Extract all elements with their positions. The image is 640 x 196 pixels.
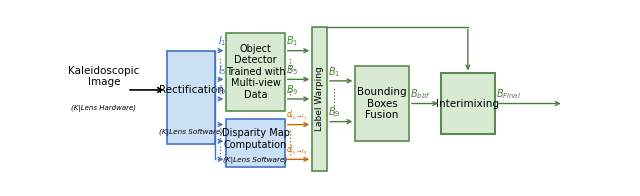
- Text: (K|Lens Hardware): (K|Lens Hardware): [71, 104, 136, 112]
- Text: (K|Lens Software): (K|Lens Software): [223, 157, 288, 164]
- Text: $d_{I_5 \rightarrow I_1}$: $d_{I_5 \rightarrow I_1}$: [286, 109, 307, 122]
- Text: $B_1$: $B_1$: [286, 35, 299, 48]
- Text: $I_1$: $I_1$: [218, 35, 227, 48]
- FancyBboxPatch shape: [312, 26, 327, 172]
- Text: $B_1$: $B_1$: [328, 65, 340, 79]
- Text: Label Warping: Label Warping: [315, 67, 324, 131]
- Text: $I_5$: $I_5$: [218, 63, 227, 77]
- Text: $B_{Final}$: $B_{Final}$: [496, 87, 521, 101]
- FancyBboxPatch shape: [227, 33, 285, 111]
- Text: $d_{I_5 \rightarrow I_9}$: $d_{I_5 \rightarrow I_9}$: [286, 143, 308, 157]
- Text: Object
Detector
Trained with
Multi-view
Data: Object Detector Trained with Multi-view …: [226, 44, 285, 100]
- Text: Rectification: Rectification: [159, 85, 223, 95]
- Text: Kaleidoscopic
Image: Kaleidoscopic Image: [68, 65, 140, 87]
- Text: $I_9$: $I_9$: [218, 83, 227, 97]
- FancyBboxPatch shape: [227, 119, 285, 167]
- Text: Disparity Map
Computation: Disparity Map Computation: [221, 128, 289, 150]
- FancyBboxPatch shape: [441, 73, 495, 134]
- Text: $B_9$: $B_9$: [286, 83, 299, 97]
- Text: Interimixing: Interimixing: [436, 99, 499, 109]
- Text: $B_{bbf}$: $B_{bbf}$: [410, 87, 431, 101]
- Text: $B_5$: $B_5$: [286, 63, 299, 77]
- Text: $B_9$: $B_9$: [328, 106, 341, 119]
- Text: (K|Lens Software): (K|Lens Software): [159, 129, 223, 136]
- Text: Bounding
Boxes
Fusion: Bounding Boxes Fusion: [357, 87, 407, 120]
- FancyBboxPatch shape: [355, 66, 409, 141]
- FancyBboxPatch shape: [167, 51, 216, 144]
